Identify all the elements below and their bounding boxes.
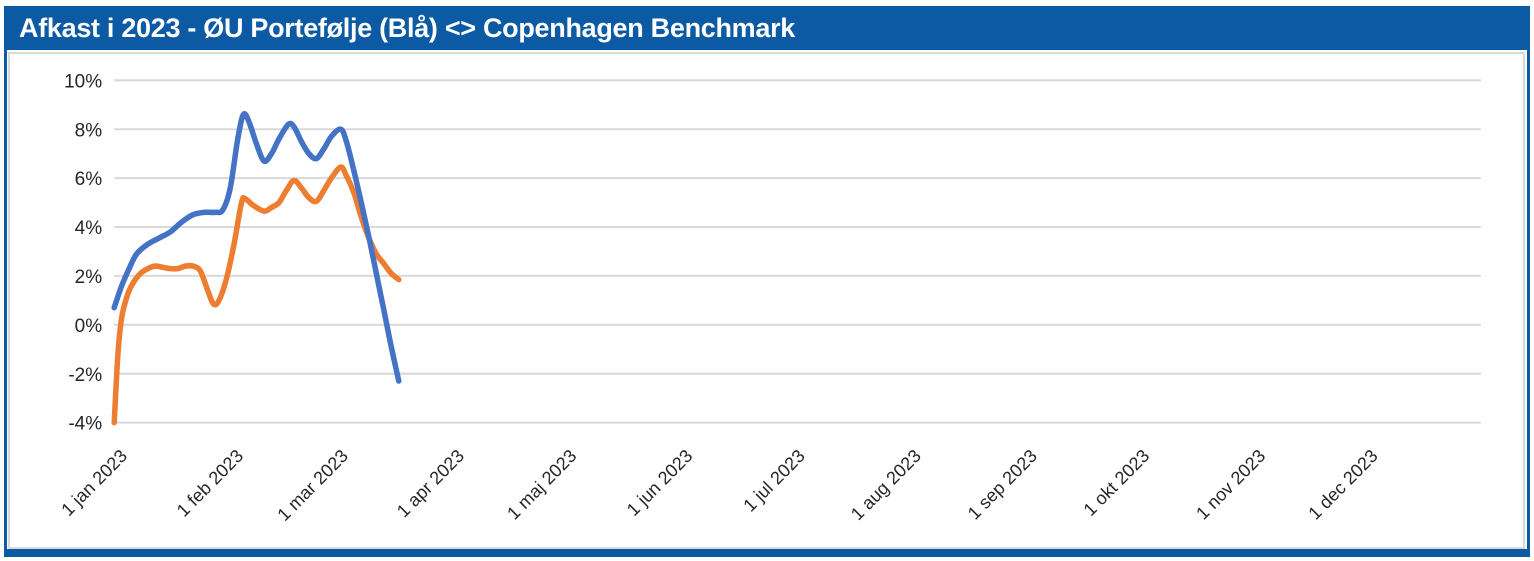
y-axis-tick-label: 10% xyxy=(64,71,102,92)
y-axis-tick-label: 8% xyxy=(75,120,103,141)
x-axis-tick-label: 1 feb 2023 xyxy=(173,446,247,521)
x-axis-tick-label: 1 jan 2023 xyxy=(57,446,131,520)
x-axis-tick-label: 1 nov 2023 xyxy=(1192,446,1269,524)
line-chart: 10% 8% 6% 4% 2% 0% -2% -4% 1 jan 2023 1 feb 2023 1… xyxy=(57,71,1481,525)
y-axis-tick-label: -2% xyxy=(68,365,102,386)
x-axis-tick-label: 1 jul 2023 xyxy=(739,446,808,516)
y-axis-tick-label: 4% xyxy=(75,218,103,239)
y-axis-tick-label: 0% xyxy=(75,316,103,337)
x-axis-tick-label: 1 jun 2023 xyxy=(623,446,697,520)
x-axis-tick-label: 1 okt 2023 xyxy=(1080,446,1154,520)
y-axis-tick-label: 2% xyxy=(75,267,103,288)
x-axis-tick-label: 1 dec 2023 xyxy=(1305,446,1382,524)
x-axis-tick-label: 1 maj 2023 xyxy=(503,446,580,524)
series-line-portfolio xyxy=(111,111,402,384)
x-axis-tick-label: 1 apr 2023 xyxy=(393,446,468,522)
x-axis-tick-label: 1 sep 2023 xyxy=(964,446,1041,524)
x-axis-tick-label: 1 mar 2023 xyxy=(273,446,352,525)
y-axis-tick-label: 6% xyxy=(75,169,103,190)
chart-title: Afkast i 2023 - ØU Portefølje (Blå) <> C… xyxy=(19,12,796,43)
chart-title-bar: Afkast i 2023 - ØU Portefølje (Blå) <> C… xyxy=(7,6,1527,50)
series-line-benchmark xyxy=(111,164,402,426)
card-frame: Afkast i 2023 - ØU Portefølje (Blå) <> C… xyxy=(4,6,1530,557)
chart-plot-panel: 10% 8% 6% 4% 2% 0% -2% -4% 1 jan 2023 1 feb 2023 1… xyxy=(8,52,1525,549)
x-axis-tick-label: 1 aug 2023 xyxy=(847,446,925,525)
y-axis-tick-label: -4% xyxy=(68,414,102,435)
